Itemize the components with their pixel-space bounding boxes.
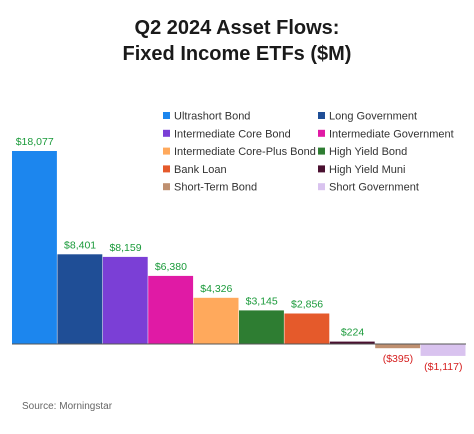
bar-high-yield-bond: [239, 310, 284, 344]
data-label: $8,401: [64, 239, 96, 251]
data-label: $6,380: [155, 261, 187, 273]
data-label: $224: [341, 327, 365, 339]
chart-title-line-1: Q2 2024 Asset Flows:: [134, 17, 340, 39]
legend-swatch: [163, 112, 170, 119]
legend-label: Long Government: [329, 111, 417, 123]
legend-label: Intermediate Core Bond: [174, 128, 291, 140]
data-label: $18,077: [16, 136, 54, 148]
bar-intermediate-core-plus-bond: [193, 297, 239, 344]
legend-label: Ultrashort Bond: [174, 111, 250, 123]
legend-swatch: [163, 129, 170, 137]
bar-short-government: [420, 344, 466, 356]
legend-swatch: [318, 165, 325, 173]
bar-bank-loan: [284, 313, 330, 344]
legend-swatch: [163, 165, 170, 173]
legend-label: Short-Term Bond: [174, 182, 257, 194]
data-label: ($395): [383, 353, 413, 365]
legend-label: Intermediate Core-Plus Bond: [174, 146, 316, 158]
legend-swatch: [318, 112, 325, 119]
bar-long-government: [57, 254, 103, 344]
source-note: Source: Morningstar: [22, 401, 113, 412]
bar-ultrashort-bond: [12, 151, 57, 344]
legend-label: Short Government: [329, 182, 419, 194]
chart-title-line-2: Fixed Income ETFs ($M): [122, 43, 352, 65]
bar-high-yield-muni: [329, 341, 375, 344]
data-label: $3,145: [246, 295, 278, 307]
data-label: ($1,117): [424, 361, 462, 373]
legend-label: High Yield Bond: [329, 146, 407, 158]
data-label: $2,856: [291, 299, 323, 311]
bar-short-term-bond: [375, 344, 421, 349]
legend-swatch: [318, 183, 325, 191]
legend-swatch: [163, 147, 170, 155]
legend-label: Intermediate Government: [329, 128, 454, 140]
legend-swatch: [318, 129, 325, 137]
data-label: $8,159: [109, 242, 141, 254]
legend-swatch: [318, 147, 325, 155]
legend-label: High Yield Muni: [329, 164, 405, 176]
legend-swatch: [163, 183, 170, 191]
bar-intermediate-core-bond: [102, 256, 148, 344]
legend-label: Bank Loan: [174, 164, 227, 176]
bar-intermediate-government: [148, 275, 194, 344]
data-label: $4,326: [200, 283, 232, 295]
